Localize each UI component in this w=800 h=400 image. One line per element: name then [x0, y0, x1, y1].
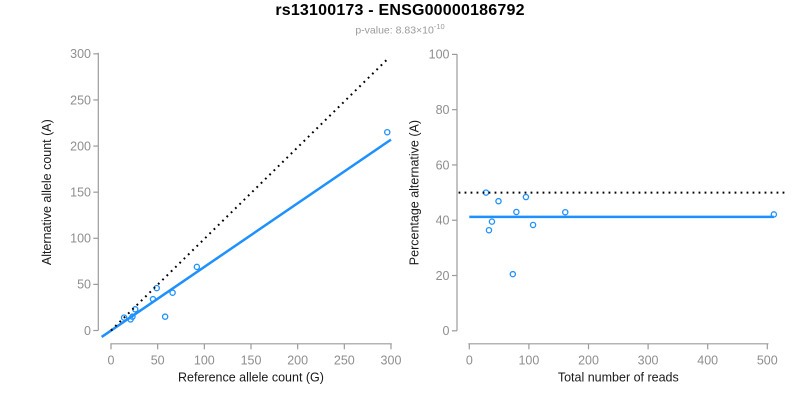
y-axis-title: Alternative allele count (A) — [40, 119, 54, 265]
y-tick-label: 200 — [70, 139, 91, 153]
x-tick-label: 50 — [151, 354, 165, 368]
data-point — [193, 263, 201, 271]
y-tick-label: 100 — [429, 48, 450, 62]
pvalue-label: p-value: — [355, 24, 396, 37]
x-axis-title: Total number of reads — [558, 371, 679, 385]
data-point — [522, 193, 530, 201]
data-point — [485, 226, 493, 234]
x-tick-label: 200 — [287, 354, 308, 368]
y-tick-label: 20 — [436, 269, 450, 283]
data-point — [562, 208, 569, 216]
y-tick-label: 0 — [443, 324, 450, 338]
pvalue-times-ten: ×10 — [416, 24, 434, 37]
data-point — [488, 218, 496, 225]
x-tick-label: 250 — [334, 354, 355, 368]
plot-subtitle: p-value: 8.83×10-10 — [0, 22, 800, 37]
y-tick-label: 250 — [70, 93, 91, 107]
y-tick-label: 80 — [436, 103, 450, 117]
data-point — [513, 208, 520, 216]
fit-line — [100, 138, 392, 338]
x-tick-label: 300 — [638, 354, 659, 368]
y-tick-label: 100 — [70, 232, 91, 246]
percentage-alternative-panel: 0 20 40 60 80 100 0 100 200 300 400 500 Total number… — [408, 48, 788, 385]
data-point — [169, 289, 176, 296]
y-tick-label: 50 — [77, 278, 91, 292]
data-point — [495, 197, 502, 205]
x-tick-label: 500 — [757, 354, 778, 368]
x-axis-title: Reference allele count (G) — [178, 371, 324, 385]
x-tick-label: 100 — [518, 354, 539, 368]
y-tick-label: 40 — [436, 214, 450, 228]
y-tick-label: 60 — [436, 158, 450, 172]
data-point — [384, 128, 391, 136]
x-tick-label: 0 — [108, 354, 115, 368]
allele-counts-panel: 0 50 100 150 200 250 300 0 50 100 150 200 250 300 Refe… — [40, 47, 401, 384]
identity-line — [110, 56, 390, 332]
data-point — [509, 270, 517, 278]
y-axis-title: Percentage alternative (A) — [408, 120, 422, 265]
x-tick-label: 150 — [241, 354, 262, 368]
y-tick-label: 300 — [70, 47, 91, 61]
x-tick-label: 400 — [697, 354, 718, 368]
x-tick-label: 200 — [578, 354, 599, 368]
x-tick-label: 300 — [381, 354, 402, 368]
data-point — [161, 313, 169, 320]
pvalue-mantissa: 8.83 — [395, 24, 417, 37]
x-tick-label: 100 — [194, 354, 215, 368]
x-tick-label: 0 — [466, 354, 473, 368]
plot-title: rs13100173 - ENSG00000186792 — [275, 2, 525, 19]
y-tick-label: 0 — [84, 324, 91, 338]
y-tick-label: 150 — [70, 185, 91, 199]
data-point — [529, 221, 537, 229]
pvalue-exponent: -10 — [433, 22, 445, 31]
